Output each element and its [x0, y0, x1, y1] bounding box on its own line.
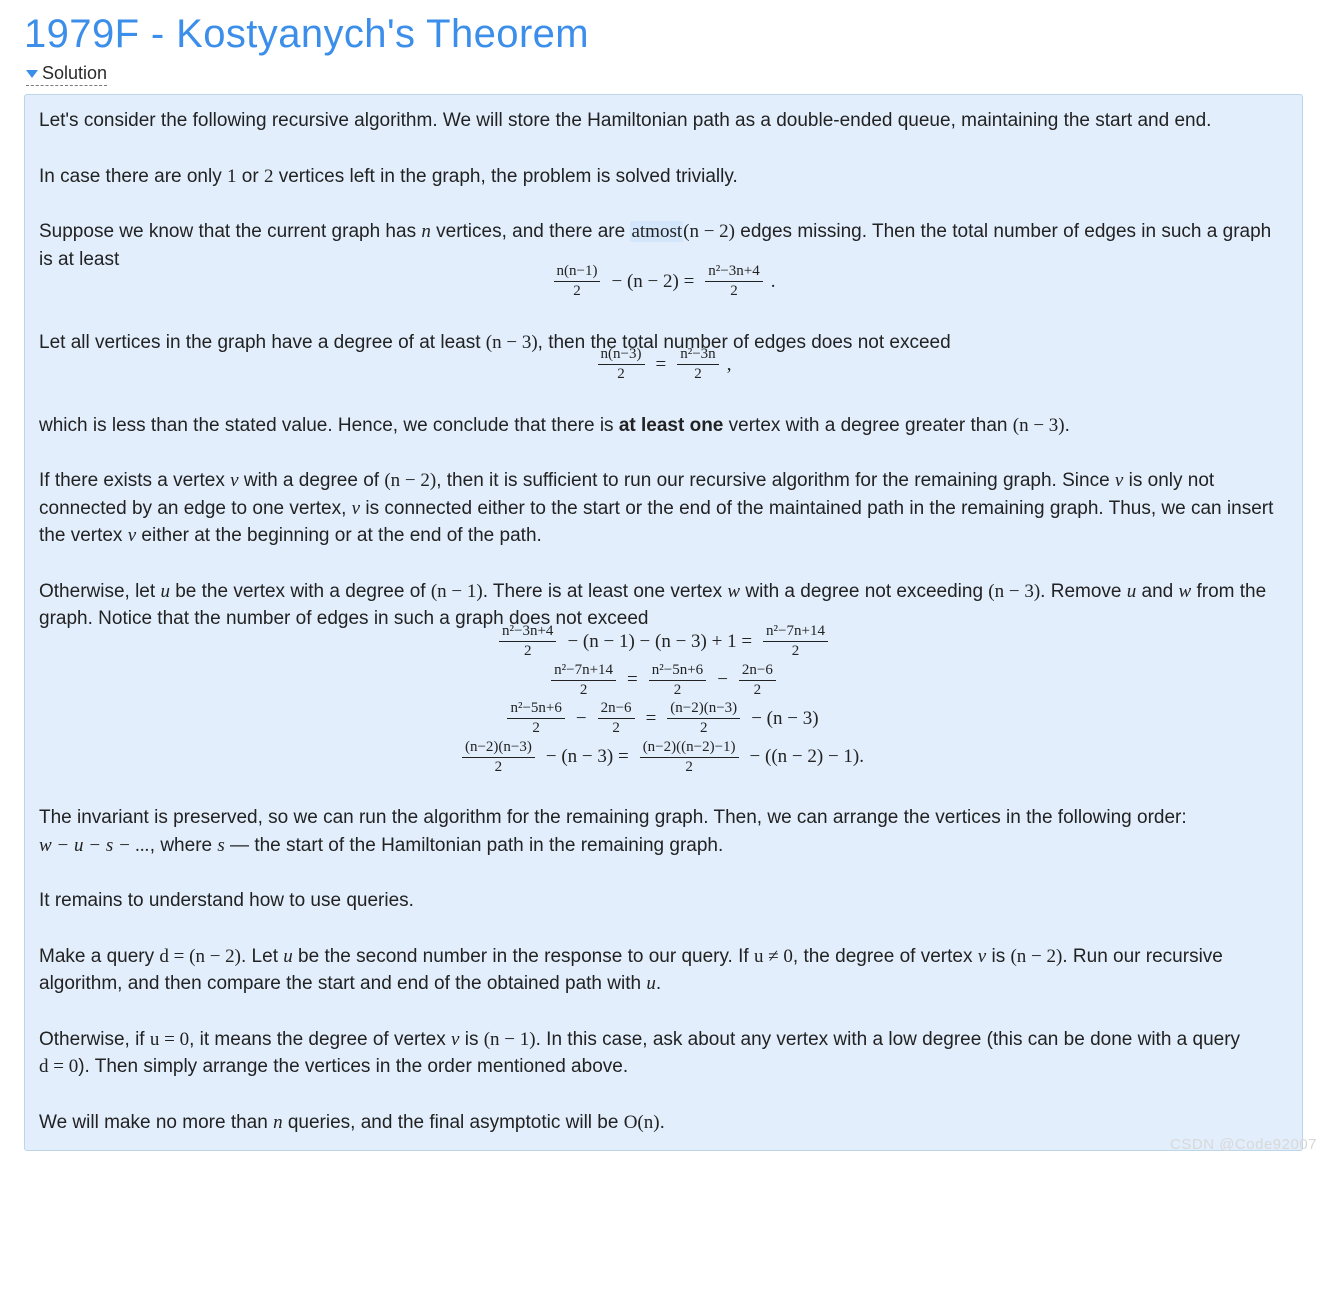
solution-toggle-label: Solution — [42, 63, 107, 84]
para-1: Let's consider the following recursive a… — [39, 107, 1288, 135]
para-11: Otherwise, if u = 0, it means the degree… — [39, 1026, 1288, 1081]
page-title: 1979F - Kostyanych's Theorem — [24, 12, 1303, 57]
para-9: It remains to understand how to use quer… — [39, 887, 1288, 915]
para-2: In case there are only 1 or 2 vertices l… — [39, 163, 1288, 191]
math-block-1: n(n−1)2 − (n − 2) = n²−3n+42 . — [39, 263, 1288, 301]
para-8: The invariant is preserved, so we can ru… — [39, 804, 1288, 859]
solution-content: Let's consider the following recursive a… — [24, 94, 1303, 1151]
para-12: We will make no more than n queries, and… — [39, 1109, 1288, 1137]
chevron-down-icon — [26, 70, 38, 78]
para-6: If there exists a vertex v with a degree… — [39, 467, 1288, 550]
math-block-3: n²−3n+42 − (n − 1) − (n − 3) + 1 = n²−7n… — [39, 623, 1288, 776]
para-10: Make a query d = (n − 2). Let u be the s… — [39, 943, 1288, 998]
solution-toggle[interactable]: Solution — [26, 63, 107, 86]
para-5: which is less than the stated value. Hen… — [39, 412, 1288, 440]
